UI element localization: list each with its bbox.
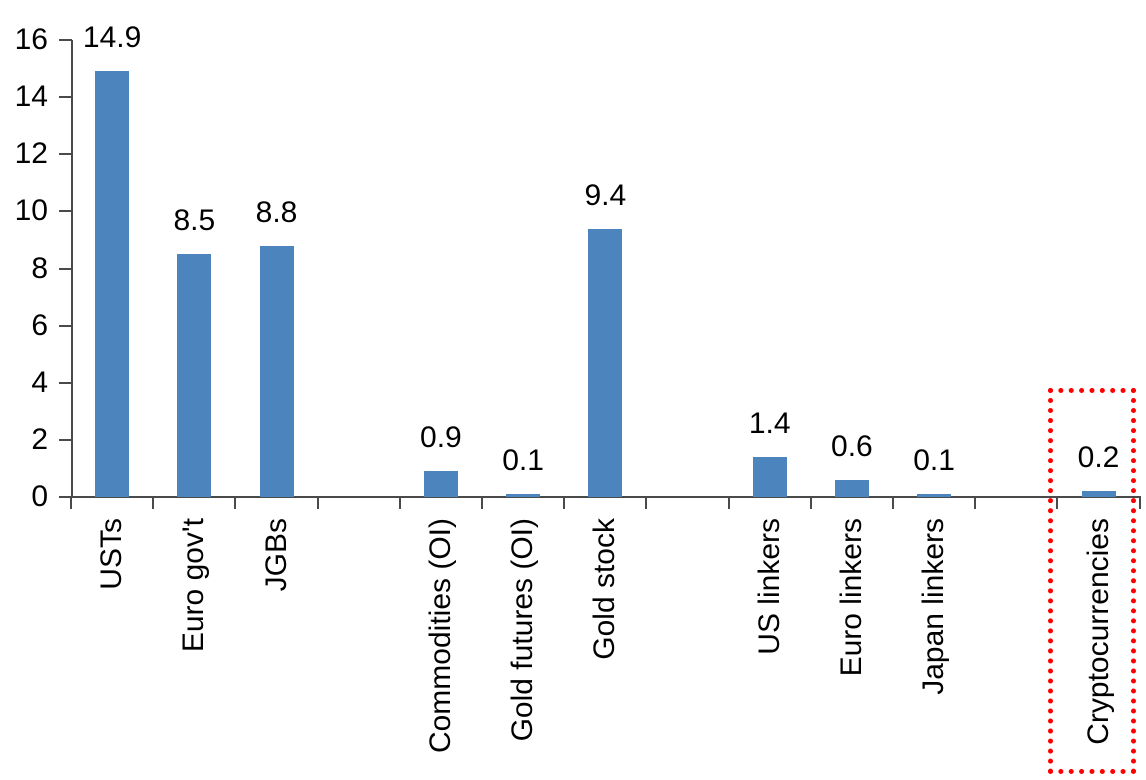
bar-value-label: 0.1 xyxy=(502,444,544,478)
y-axis-tick-label: 4 xyxy=(31,365,48,399)
bar-value-label: 0.1 xyxy=(913,444,955,478)
bar-cryptocurrencies xyxy=(1081,491,1116,497)
x-axis-tick xyxy=(234,497,237,509)
y-axis-tick xyxy=(59,381,72,384)
bar-value-label: 9.4 xyxy=(584,178,627,212)
y-axis-tick xyxy=(59,438,72,441)
y-axis-tick-label: 16 xyxy=(14,23,48,56)
y-axis-tick-label: 0 xyxy=(31,480,48,513)
x-axis-line xyxy=(71,496,1141,498)
x-axis-category-label: Gold stock xyxy=(588,518,622,660)
x-axis-category-label: USTs xyxy=(95,518,129,590)
x-axis-tick xyxy=(316,497,319,509)
y-axis-tick-label: 12 xyxy=(14,137,48,171)
x-axis-tick xyxy=(727,497,730,509)
x-axis-tick xyxy=(809,497,812,509)
y-axis-tick-label: 2 xyxy=(31,422,48,456)
bar-value-label: 1.4 xyxy=(748,407,791,440)
x-axis-tick xyxy=(563,497,566,509)
x-axis-category-label: Japan linkers xyxy=(917,518,951,695)
bar-value-label: 8.8 xyxy=(255,195,298,229)
y-axis-tick xyxy=(59,153,72,156)
bar-us-linkers xyxy=(752,457,787,497)
bar-gold-futures-oi- xyxy=(506,494,541,497)
x-axis-category-label: Euro gov't xyxy=(177,518,211,653)
bar-value-label: 0.9 xyxy=(420,421,462,455)
x-axis-tick xyxy=(974,497,977,509)
bar-value-label: 0.2 xyxy=(1077,441,1120,475)
x-axis-category-label: Euro linkers xyxy=(834,518,868,677)
bar-gold-stock xyxy=(588,228,623,497)
y-axis-tick xyxy=(59,324,72,327)
y-axis-tick xyxy=(59,496,72,498)
x-axis-tick xyxy=(152,497,155,509)
bar-value-label: 14.9 xyxy=(82,21,142,55)
x-axis-category-label: US linkers xyxy=(752,518,786,655)
x-axis-tick xyxy=(1138,497,1141,509)
bar-usts xyxy=(95,71,130,497)
x-axis-tick xyxy=(892,497,894,509)
y-axis-tick-label: 8 xyxy=(31,251,48,285)
y-axis-tick-label: 14 xyxy=(14,80,48,114)
bar-euro-linkers xyxy=(834,479,869,497)
x-axis-tick xyxy=(645,497,648,509)
bar-euro-gov-t xyxy=(177,254,212,497)
x-axis-category-label: Commodities (OI) xyxy=(423,518,457,754)
y-axis-tick-label: 10 xyxy=(14,194,48,228)
highlight-box xyxy=(1048,388,1136,774)
bar-commodities-oi- xyxy=(423,471,458,497)
x-axis-tick xyxy=(70,497,72,509)
y-axis-tick xyxy=(59,96,72,99)
bar-jgbs xyxy=(259,245,294,497)
x-axis-tick xyxy=(1056,497,1059,509)
x-axis-category-label: JGBs xyxy=(259,518,293,592)
bar-value-label: 0.6 xyxy=(831,429,873,463)
bar-japan-linkers xyxy=(917,494,952,497)
x-axis-category-label: Gold futures (OI) xyxy=(506,518,540,742)
x-axis-tick xyxy=(481,497,483,509)
y-axis-line xyxy=(71,40,73,498)
y-axis-tick-label: 6 xyxy=(31,308,48,342)
y-axis-tick xyxy=(59,39,72,41)
x-axis-tick xyxy=(398,497,401,509)
y-axis-tick xyxy=(59,267,72,270)
y-axis-tick xyxy=(59,210,72,213)
bar-value-label: 8.5 xyxy=(173,204,216,238)
